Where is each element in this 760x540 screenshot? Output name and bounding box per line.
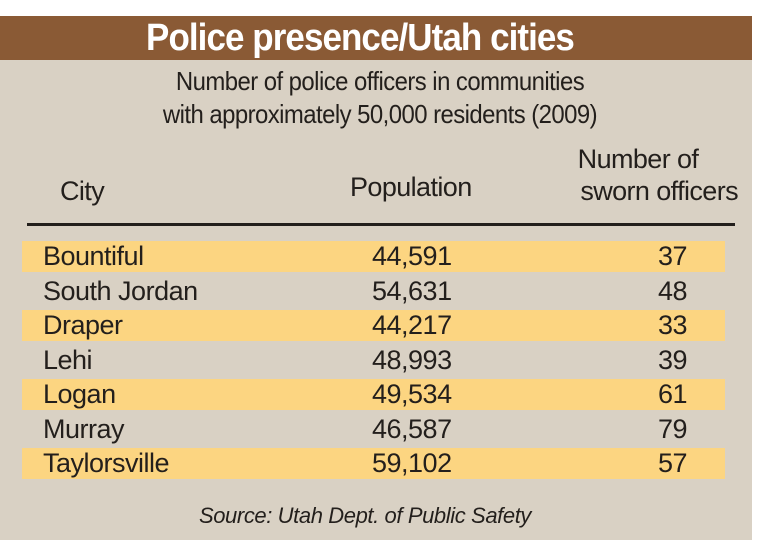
table-row: Murray 46,587 79 xyxy=(22,414,725,445)
cell-officers: 33 xyxy=(657,310,688,340)
subtitle-line-1: Number of police officers in communities xyxy=(175,66,585,96)
cell-population: 46,587 xyxy=(372,413,452,444)
cell-officers: 57 xyxy=(657,448,688,478)
table-row: South Jordan 54,631 48 xyxy=(22,276,725,307)
cell-officers: 48 xyxy=(657,275,688,306)
cell-officers: 39 xyxy=(657,344,688,375)
table-row: Taylorsville 59,102 57 xyxy=(22,448,725,479)
table-row: Logan 49,534 61 xyxy=(22,379,725,410)
cell-city: Taylorsville xyxy=(43,448,170,478)
column-header-officers-line-2: sworn officers xyxy=(580,176,738,206)
table-row: Draper 44,217 33 xyxy=(22,310,725,341)
cell-city: Bountiful xyxy=(43,241,144,271)
cell-officers: 79 xyxy=(657,413,688,444)
chart-title: Police presence/Utah cities xyxy=(146,17,575,59)
header-rule xyxy=(27,223,735,226)
cell-city: Logan xyxy=(43,379,116,409)
column-header-population: Population xyxy=(350,172,472,202)
cell-officers: 37 xyxy=(657,241,688,271)
cell-population: 44,217 xyxy=(372,310,452,340)
cell-population: 48,993 xyxy=(372,344,452,375)
table-row: Bountiful 44,591 37 xyxy=(22,241,725,272)
column-header-officers-line-1: Number of xyxy=(577,144,699,174)
cell-officers: 61 xyxy=(657,379,688,409)
table-row: Lehi 48,993 39 xyxy=(22,345,725,376)
cell-city: Murray xyxy=(43,413,125,444)
cell-population: 54,631 xyxy=(372,275,452,306)
subtitle-line-2: with approximately 50,000 residents (200… xyxy=(162,99,598,129)
cell-population: 59,102 xyxy=(372,448,452,478)
cell-city: South Jordan xyxy=(43,275,198,306)
cell-population: 49,534 xyxy=(372,379,452,409)
cell-population: 44,591 xyxy=(372,241,452,271)
column-header-city: City xyxy=(60,176,105,206)
cell-city: Draper xyxy=(43,310,123,340)
cell-city: Lehi xyxy=(43,344,93,375)
title-bar xyxy=(0,16,752,60)
source-note: Source: Utah Dept. of Public Safety xyxy=(198,503,532,528)
